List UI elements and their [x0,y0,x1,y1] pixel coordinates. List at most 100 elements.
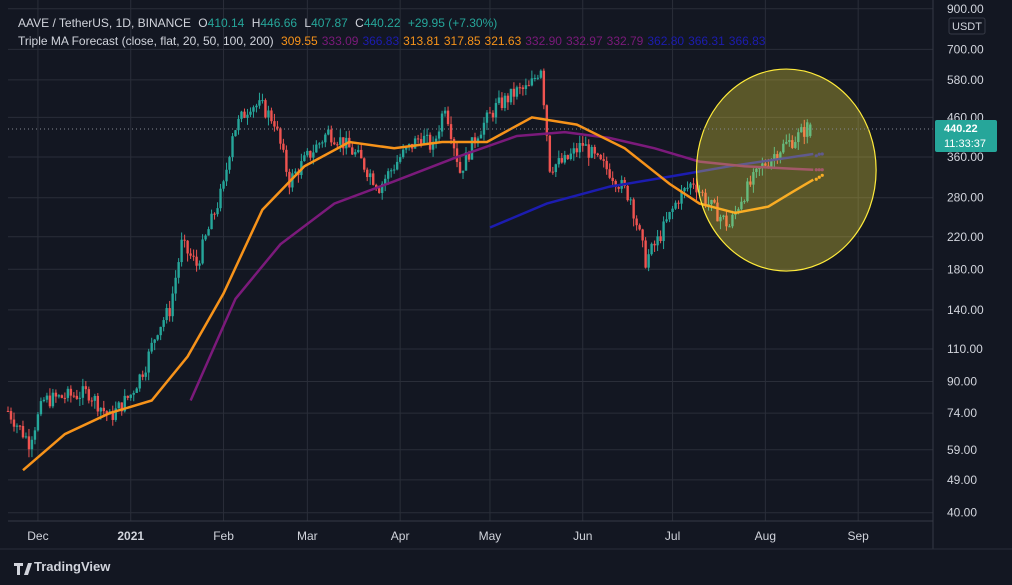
candle-body [96,395,100,412]
symbol-legend[interactable]: AAVE / TetherUS, 1D, BINANCE O410.14 H44… [18,16,501,30]
time-tick-label: Sep [847,529,869,543]
candle-body [189,253,192,256]
candle-body [93,395,97,401]
candle-body [303,155,306,162]
candle-body [150,342,153,352]
candle-body [632,199,635,219]
footer-brand[interactable]: TradingView [12,559,110,574]
candle-body [9,411,13,420]
candle-body [192,255,195,257]
candle-body [144,372,147,377]
ellipse-annotation[interactable] [695,68,877,272]
candle-body [413,138,417,149]
forecast-point [817,152,821,156]
ma20-line [22,116,814,472]
candle-body [752,172,755,185]
candle-body [677,202,680,204]
candle-body [452,139,456,149]
candle-body [147,351,150,373]
indicator-title[interactable]: Triple MA Forecast (close, flat, 20, 50,… [18,34,274,48]
candle-body [689,183,692,188]
forecast-point [820,152,824,156]
candle-body [461,170,465,173]
candle-body [713,199,716,203]
candle-body [548,135,552,172]
symbol-title[interactable]: AAVE / TetherUS, 1D, BINANCE [18,16,191,30]
candle-body [183,239,186,241]
candle-body [674,202,677,209]
candle-body [641,229,644,241]
candle-body [668,211,671,220]
forecast-point [814,168,818,172]
price-tick-label: 360.00 [947,150,984,164]
candle-body [264,100,267,118]
candle-body [159,326,162,336]
candle-body [584,144,587,146]
candle-body [114,408,117,420]
candle-body [48,395,52,407]
candle-body [120,402,123,412]
candle-body [791,140,794,148]
tradingview-logo-icon[interactable] [14,563,32,575]
candle-body [464,152,468,171]
candle-body [809,124,812,136]
candle-body [30,439,34,450]
candle-body [234,130,237,137]
indicator-value: 333.09 [321,34,359,48]
candle-body [117,402,120,409]
candle-body [180,239,183,263]
candle-body [728,226,731,228]
brand-name: TradingView [34,559,111,574]
candle-body [87,389,91,401]
candle-body [339,137,342,145]
candle-body [626,185,629,201]
candle-body [575,148,578,153]
candle-body [195,256,198,266]
candle-body [75,395,79,399]
candle-body [695,184,698,193]
candle-body [186,240,189,254]
candle-body [255,105,258,108]
price-tick-label: 580.00 [947,73,984,87]
indicator-value: 309.55 [281,34,318,48]
candle-body [321,142,324,144]
indicator-legend[interactable]: Triple MA Forecast (close, flat, 20, 50,… [18,34,773,48]
candle-body [749,181,752,185]
time-tick-label: Feb [213,529,234,543]
candle-body [440,113,444,132]
candle-body [404,147,408,150]
candle-body [315,144,318,153]
candle-body [419,139,423,145]
candle-body [686,187,689,189]
candle-body [458,161,462,173]
candle-body [743,201,746,203]
forecast-point [814,154,818,158]
candle-body [512,88,516,97]
candle-body [324,134,327,143]
indicator-value: 366.83 [728,34,766,48]
price-tick-label: 49.00 [947,473,977,487]
price-tick-label: 40.00 [947,506,977,520]
candle-body [455,148,459,162]
candle-body [354,152,357,155]
candle-body [797,132,800,143]
currency-label[interactable]: USDT [948,17,986,35]
candle-body [506,95,510,103]
candle-body [102,407,105,412]
candle-body [222,181,225,189]
candle-body [36,414,40,431]
candle-body [755,168,758,173]
candle-body [279,128,282,144]
candle-body [710,199,713,205]
time-axis[interactable]: Dec 2021 Feb Mar Apr May Jun Jul Aug Sep [27,529,869,543]
forecast-point [820,173,824,177]
candle-body [608,169,611,178]
candle-body [758,168,761,170]
forecast-point [820,168,824,172]
price-axis[interactable]: 900.00700.00580.00460.00360.00280.00220.… [947,2,984,520]
candle-body [198,263,201,266]
candle-body [225,169,228,182]
candle-body [515,87,519,97]
price-tick-label: 90.00 [947,374,977,388]
